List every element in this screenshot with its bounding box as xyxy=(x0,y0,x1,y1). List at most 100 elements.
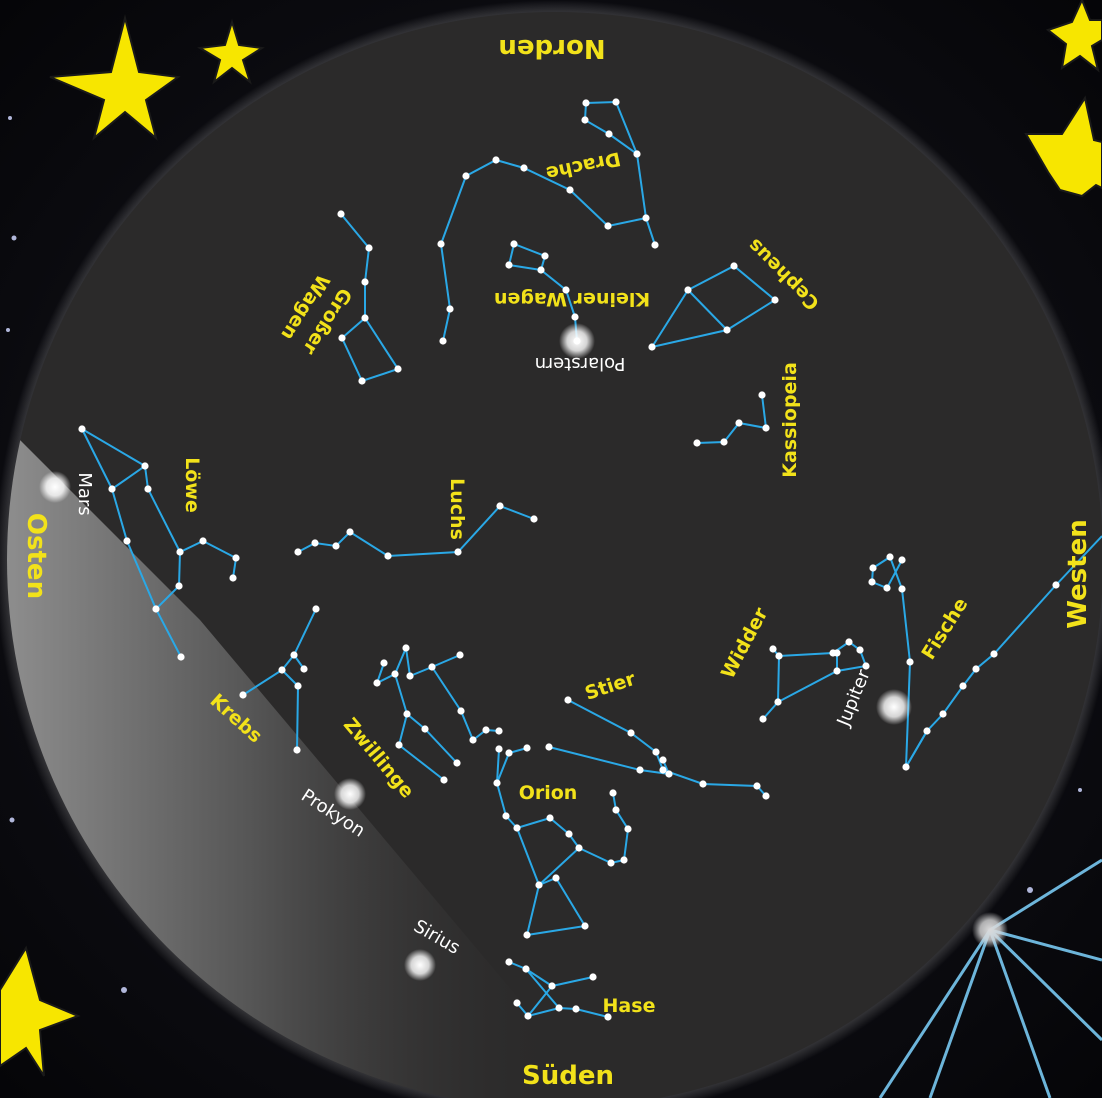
star-dot-icon xyxy=(522,965,530,973)
star-dot-icon xyxy=(439,337,447,345)
star-dot-icon xyxy=(633,150,641,158)
star-dot-icon xyxy=(510,240,518,248)
star-dot-icon xyxy=(530,515,538,523)
star-dot-icon xyxy=(769,645,777,653)
star-dot-icon xyxy=(604,222,612,230)
star-dot-icon xyxy=(513,999,521,1007)
star-dot-icon xyxy=(923,727,931,735)
star-dot-icon xyxy=(898,556,906,564)
star-dot-icon xyxy=(856,646,864,654)
decorative-star-icon xyxy=(1045,0,1102,73)
star-dot-icon xyxy=(624,825,632,833)
star-dot-icon xyxy=(456,651,464,659)
star-dot-icon xyxy=(774,698,782,706)
star-dot-icon xyxy=(575,844,583,852)
star-dot-icon xyxy=(565,830,573,838)
star-dot-icon xyxy=(523,744,531,752)
star-dot-icon xyxy=(762,424,770,432)
jupiter-glow-icon xyxy=(876,689,912,725)
star-dot-icon xyxy=(493,779,501,787)
star-dot-icon xyxy=(300,665,308,673)
star-dot-icon xyxy=(620,856,628,864)
decorative-star-icon xyxy=(49,14,181,141)
decorative-star-icon xyxy=(196,18,265,85)
decorative-star-icon xyxy=(1024,95,1102,198)
star-dot-icon xyxy=(513,824,521,832)
star-dot-icon xyxy=(239,691,247,699)
star-dot-icon xyxy=(495,727,503,735)
orion-lines xyxy=(495,748,587,937)
grosser-wagen-lines xyxy=(340,213,400,383)
star-dot-icon xyxy=(845,638,853,646)
star-dot-icon xyxy=(605,130,613,138)
star-dot-icon xyxy=(492,156,500,164)
star-dot-icon xyxy=(720,438,728,446)
star-dot-icon xyxy=(883,584,891,592)
star-dot-icon xyxy=(581,116,589,124)
star-dot-icon xyxy=(659,766,667,774)
star-dot-icon xyxy=(78,425,86,433)
label-east: Osten xyxy=(21,513,51,599)
star-dot-icon xyxy=(990,650,998,658)
label-north: Norden xyxy=(498,33,605,63)
star-dot-icon xyxy=(552,874,560,882)
star-dot-icon xyxy=(462,172,470,180)
star-dot-icon xyxy=(469,736,477,744)
star-dot-icon xyxy=(723,326,731,334)
cepheus-lines xyxy=(649,264,777,349)
star-dot-icon xyxy=(232,554,240,562)
star-dot-icon xyxy=(177,653,185,661)
star-dot-icon xyxy=(572,1005,580,1013)
star-dot-icon xyxy=(446,305,454,313)
star-dot-icon xyxy=(358,377,366,385)
star-dot-icon xyxy=(636,766,644,774)
star-dot-icon xyxy=(520,164,528,172)
star-dot-icon xyxy=(428,663,436,671)
star-dot-icon xyxy=(545,743,553,751)
label-luchs: Luchs xyxy=(446,478,468,540)
star-dot-icon xyxy=(693,439,701,447)
sirius-glow-icon xyxy=(404,949,436,981)
loewe-lines xyxy=(81,428,147,491)
star-dot-icon xyxy=(659,756,667,764)
star-dot-icon xyxy=(959,682,967,690)
star-dot-icon xyxy=(627,729,635,737)
label-polarstern: Polarstern xyxy=(535,353,626,374)
star-dot-icon xyxy=(833,649,841,657)
star-dot-icon xyxy=(421,725,429,733)
star-dot-icon xyxy=(869,564,877,572)
star-dot-icon xyxy=(535,881,543,889)
star-dot-icon xyxy=(176,548,184,556)
star-dot-icon xyxy=(495,745,503,753)
star-dot-icon xyxy=(775,652,783,660)
star-dot-icon xyxy=(699,780,707,788)
star-dot-icon xyxy=(391,670,399,678)
mars-glow-icon xyxy=(39,471,71,503)
star-dot-icon xyxy=(862,662,870,670)
star-dot-icon xyxy=(152,605,160,613)
label-south: Süden xyxy=(522,1061,614,1091)
star-dot-icon xyxy=(546,814,554,822)
star-dot-icon xyxy=(437,240,445,248)
star-dot-icon xyxy=(229,574,237,582)
star-dot-icon xyxy=(175,582,183,590)
star-dot-icon xyxy=(730,262,738,270)
star-dot-icon xyxy=(735,419,743,427)
star-dot-icon xyxy=(609,789,617,797)
star-dot-icon xyxy=(612,98,620,106)
star-dot-icon xyxy=(684,286,692,294)
star-dot-icon xyxy=(294,682,302,690)
constellation-stars xyxy=(78,98,1060,1021)
star-dot-icon xyxy=(123,537,131,545)
star-dot-icon xyxy=(939,710,947,718)
polarstern-glow-icon xyxy=(559,323,595,359)
star-dot-icon xyxy=(290,651,298,659)
label-mars: Mars xyxy=(74,472,95,515)
label-orion: Orion xyxy=(519,782,578,804)
star-dot-icon xyxy=(402,644,410,652)
star-dot-icon xyxy=(457,707,465,715)
hase-lines xyxy=(508,961,594,988)
star-dot-icon xyxy=(562,286,570,294)
label-kassiopeia: Kassiopeia xyxy=(779,362,801,478)
star-dot-icon xyxy=(394,365,402,373)
